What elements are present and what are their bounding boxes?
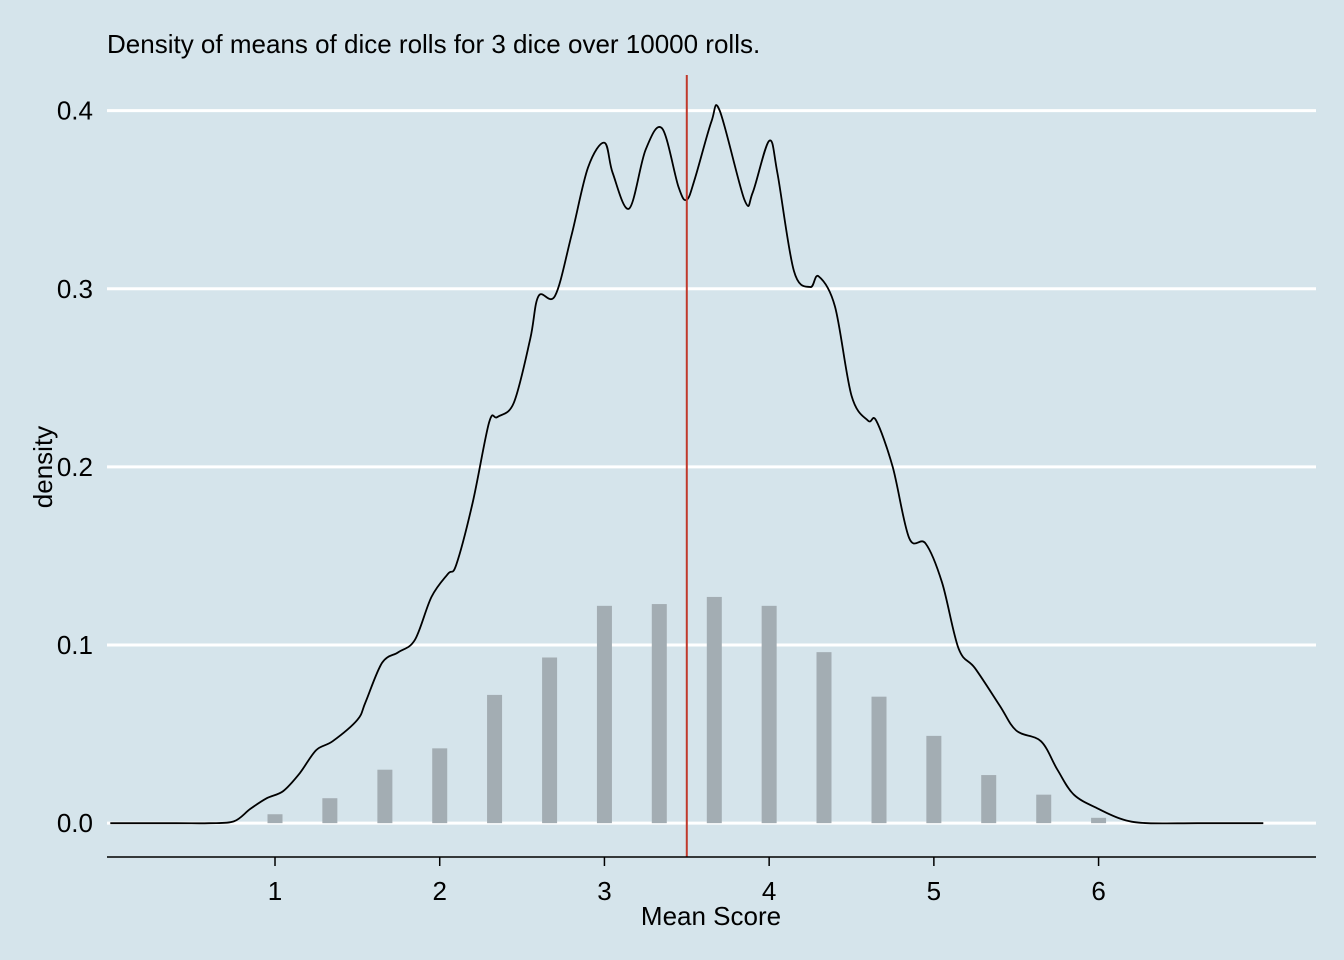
histogram-bar <box>926 735 942 824</box>
y-tick-label: 0.3 <box>57 274 93 304</box>
x-tick-label: 2 <box>432 876 446 906</box>
x-axis-ticks: 1 2 3 4 5 6 <box>268 857 1106 906</box>
x-tick-label: 4 <box>762 876 776 906</box>
y-axis-ticks: 0.0 0.1 0.2 0.3 0.4 <box>57 96 93 839</box>
density-curve <box>110 104 1264 825</box>
histogram-bars <box>267 596 1107 824</box>
histogram-bar <box>432 748 448 824</box>
histogram-bar <box>322 798 338 824</box>
chart-title: Density of means of dice rolls for 3 dic… <box>107 29 760 59</box>
y-tick-label: 0.2 <box>57 452 93 482</box>
x-tick-label: 5 <box>927 876 941 906</box>
histogram-bar <box>761 605 777 824</box>
histogram-bar <box>542 657 558 824</box>
histogram-bar <box>377 769 393 824</box>
y-tick-label: 0.4 <box>57 96 93 126</box>
histogram-bar <box>1091 817 1107 824</box>
histogram-bar <box>981 775 997 824</box>
histogram-bar <box>267 814 283 824</box>
histogram-bar <box>816 652 832 824</box>
y-tick-label: 0.1 <box>57 630 93 660</box>
histogram-bar <box>871 696 887 824</box>
gridlines <box>107 109 1316 825</box>
histogram-bar <box>651 604 667 824</box>
x-tick-label: 6 <box>1091 876 1105 906</box>
x-tick-label: 3 <box>597 876 611 906</box>
y-tick-label: 0.0 <box>57 808 93 838</box>
histogram-bar <box>487 694 503 824</box>
histogram-bar <box>596 605 612 824</box>
x-axis-title: Mean Score <box>641 901 781 931</box>
y-axis-title: density <box>28 426 58 508</box>
histogram-bar <box>706 596 722 824</box>
x-tick-label: 1 <box>268 876 282 906</box>
histogram-bar <box>1036 794 1052 824</box>
